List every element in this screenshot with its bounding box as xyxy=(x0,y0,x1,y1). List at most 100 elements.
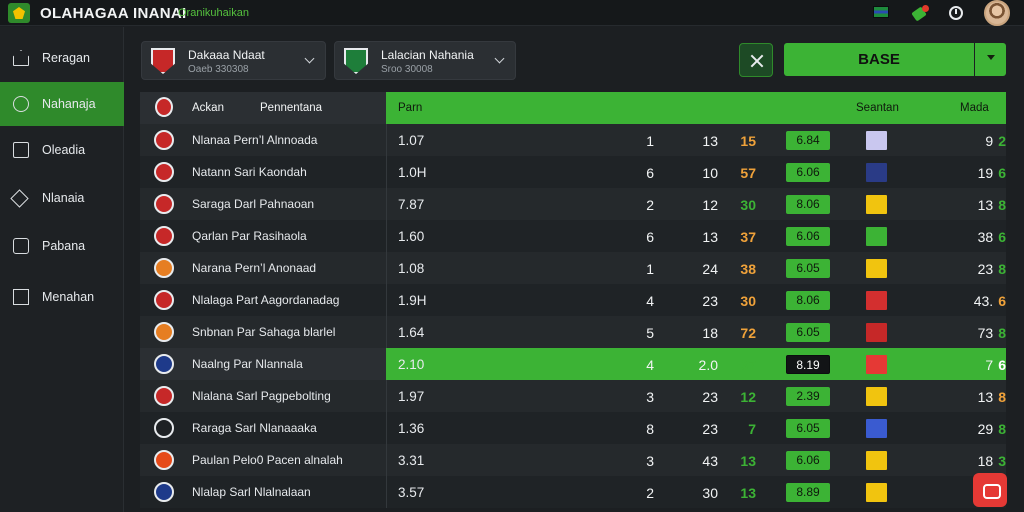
stat-col-2: 13 xyxy=(702,229,718,245)
stat-col-3: 37 xyxy=(740,229,756,245)
app-logo[interactable] xyxy=(8,3,30,23)
stat-col-3: 30 xyxy=(740,197,756,213)
ball-icon xyxy=(13,96,29,112)
chevron-down-icon xyxy=(304,53,315,64)
header-odds[interactable]: Parn xyxy=(398,102,423,114)
table-row[interactable]: Qarlan Par Rasihaola 1.60 6 13 37 6.06 38 6 xyxy=(140,220,1006,252)
sidebar-item-1[interactable]: Nahanaja xyxy=(0,82,124,126)
table-header-left: Ackan Pennentana xyxy=(140,92,386,124)
flag-icon xyxy=(866,227,887,246)
score: 29 8 xyxy=(966,421,1006,437)
gift-icon[interactable] xyxy=(912,5,929,21)
odds-value[interactable]: 1.60 xyxy=(398,229,425,244)
odds-value[interactable]: 7.87 xyxy=(398,197,425,212)
home-icon xyxy=(13,50,29,66)
app-title: OLAHAGAA INANAI xyxy=(40,5,187,22)
table-row[interactable]: Natann Sari Kaondah 1.0H 6 10 57 6.06 19 6 xyxy=(140,156,1006,188)
sidebar-item-label: Pabana xyxy=(42,239,86,253)
chat-icon[interactable] xyxy=(973,473,1007,507)
table-row[interactable]: Saraga Darl Pahnaoan 7.87 2 12 30 8.06 13 8 xyxy=(140,188,1006,220)
stat-col-3: 15 xyxy=(740,133,756,149)
odds-badge[interactable]: 8.89 xyxy=(786,483,830,502)
stat-col-3: 12 xyxy=(740,389,756,405)
sidebar-item-3[interactable]: Nlanaia xyxy=(0,176,124,220)
odds-value[interactable]: 1.07 xyxy=(398,133,425,148)
team-name: Narana Pern’l Anonaad xyxy=(192,261,317,275)
odds-value[interactable]: 1.9H xyxy=(398,293,427,308)
header-score-a[interactable]: Seantan xyxy=(856,102,899,114)
odds-badge[interactable]: 2.39 xyxy=(786,387,830,406)
odds-badge[interactable]: 6.06 xyxy=(786,227,830,246)
table-row[interactable]: Nlanaa Pern’l Alnnoada 1.07 1 13 15 6.84 9 2 xyxy=(140,124,1006,156)
table-row[interactable]: Narana Pern’l Anonaad 1.08 1 24 38 6.05 23 8 xyxy=(140,252,1006,284)
odds-badge[interactable]: 6.05 xyxy=(786,259,830,278)
score: 13 8 xyxy=(966,389,1006,405)
odds-value[interactable]: 1.0H xyxy=(398,165,427,180)
odds-value[interactable]: 1.36 xyxy=(398,421,425,436)
odds-badge[interactable]: 6.84 xyxy=(786,131,830,150)
table-row[interactable]: Nlalana Sarl Pagpebolting 1.97 3 23 12 2.39 13… xyxy=(140,380,1006,412)
sidebar-item-2[interactable]: Oleadia xyxy=(0,128,124,172)
flag-icon xyxy=(866,355,887,374)
odds-value[interactable]: 1.97 xyxy=(398,389,425,404)
sidebar-item-4[interactable]: Pabana xyxy=(0,224,124,268)
odds-value[interactable]: 3.31 xyxy=(398,453,425,468)
stat-col-1: 6 xyxy=(646,229,654,245)
table-row[interactable]: Raraga Sarl Nlanaaaka 1.36 8 23 7 6.05 29 8 xyxy=(140,412,1006,444)
score: 43. 6 xyxy=(966,293,1006,309)
app-tagline: Oranikuhaikan xyxy=(178,7,249,19)
table-row[interactable]: Paulan Pelo0 Pacen alnalah 3.31 3 43 13 6.06 1… xyxy=(140,444,1006,476)
table-row[interactable]: Snbnan Par Sahaga blarlel 1.64 5 18 72 6.05 73… xyxy=(140,316,1006,348)
stat-col-1: 4 xyxy=(646,293,654,309)
table-row[interactable]: Naalng Par Nlannala 2.10 4 2.0 37 8.19 7 6 xyxy=(140,348,1006,380)
match-select-title: Lalacian Nahania xyxy=(381,48,474,62)
flag-icon[interactable] xyxy=(873,6,889,18)
odds-badge[interactable]: 8.06 xyxy=(786,195,830,214)
flag-icon xyxy=(866,259,887,278)
odds-badge[interactable]: 8.06 xyxy=(786,291,830,310)
list-icon xyxy=(13,289,29,305)
match-select-home[interactable]: Dakaaa Ndaat Oaeb 330308 xyxy=(141,41,326,80)
odds-value[interactable]: 2.10 xyxy=(398,357,425,372)
match-select-away[interactable]: Lalacian Nahania Sroo 30008 xyxy=(334,41,516,80)
odds-badge[interactable]: 6.06 xyxy=(786,163,830,182)
header-score-b[interactable]: Mada xyxy=(960,102,989,114)
stat-col-3: 57 xyxy=(740,165,756,181)
sidebar-item-label: Reragan xyxy=(42,51,90,65)
odds-value[interactable]: 1.08 xyxy=(398,261,425,276)
sidebar-item-5[interactable]: Menahan xyxy=(0,275,124,319)
stat-col-1: 4 xyxy=(646,357,654,373)
avatar[interactable] xyxy=(984,0,1010,26)
row-highlight-right xyxy=(386,348,1006,380)
close-icon[interactable] xyxy=(739,43,773,77)
odds-value[interactable]: 3.57 xyxy=(398,485,425,500)
score-a: 7 xyxy=(985,357,994,373)
flag-icon xyxy=(866,163,887,182)
table-header-right: Parn Seantan Mada xyxy=(386,92,1006,124)
odds-badge[interactable]: 8.19 xyxy=(786,355,830,374)
chevron-down-icon[interactable] xyxy=(975,43,1006,76)
sidebar-item-0[interactable]: Reragan xyxy=(0,36,124,80)
flag-icon xyxy=(866,195,887,214)
base-button[interactable]: BASE xyxy=(784,43,974,76)
team-crest-icon xyxy=(154,450,174,470)
team-crest-icon xyxy=(344,48,368,74)
stat-col-3: 38 xyxy=(740,261,756,277)
odds-badge[interactable]: 6.05 xyxy=(786,419,830,438)
clock-icon[interactable] xyxy=(949,6,963,20)
team-name: Raraga Sarl Nlanaaaka xyxy=(192,421,317,435)
odds-badge[interactable]: 6.05 xyxy=(786,323,830,342)
odds-badge[interactable]: 6.06 xyxy=(786,451,830,470)
sidebar-item-label: Nahanaja xyxy=(42,97,96,111)
stat-col-2: 24 xyxy=(702,261,718,277)
flag-icon xyxy=(866,483,887,502)
score-a: 29 xyxy=(977,421,994,437)
gift-icon xyxy=(13,238,29,254)
odds-value[interactable]: 1.64 xyxy=(398,325,425,340)
score-a: 43. xyxy=(973,293,994,309)
chart-icon xyxy=(13,142,29,158)
stat-col-2: 30 xyxy=(702,485,718,501)
table-row[interactable]: Nlalaga Part Aagordanadag 1.9H 4 23 30 8.06 43… xyxy=(140,284,1006,316)
row-divider xyxy=(386,284,387,316)
